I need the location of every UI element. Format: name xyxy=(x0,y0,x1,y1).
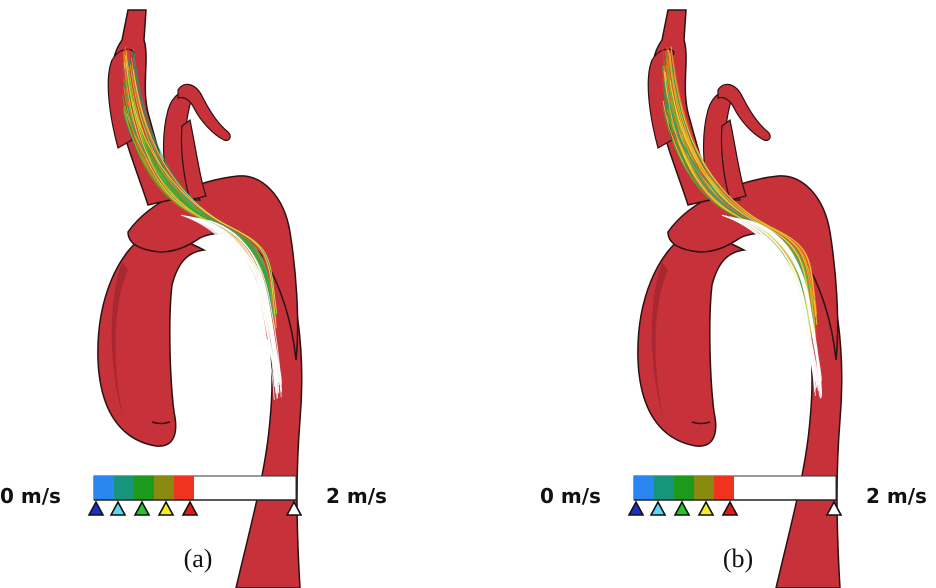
left-subclavian-artery xyxy=(177,83,231,141)
streamline-fast xyxy=(180,214,275,400)
colorbar-marker xyxy=(627,500,645,516)
root-shading xyxy=(651,262,668,420)
aorta-illustration xyxy=(627,9,843,588)
colorbar-marker xyxy=(157,500,175,516)
root-notch xyxy=(691,421,711,425)
streamline-fast xyxy=(741,218,820,397)
streamline xyxy=(673,73,818,325)
left-subclavian-artery xyxy=(717,83,771,141)
panel-a: 0 m/s 2 m/s (a) xyxy=(0,9,387,588)
aortic-arch xyxy=(127,175,299,361)
streamline-fast xyxy=(191,216,278,383)
colorbar-min-label: 0 m/s xyxy=(0,484,61,508)
ascending-aorta xyxy=(97,230,207,447)
streamline xyxy=(130,62,275,326)
streamline xyxy=(663,65,809,322)
streamline xyxy=(132,69,278,314)
streamline xyxy=(671,90,816,336)
colorbar-segment xyxy=(694,476,714,500)
descending-aorta xyxy=(775,238,843,588)
colorbar-marker xyxy=(649,500,667,516)
root-notch xyxy=(151,421,171,425)
colorbar-segment xyxy=(634,476,654,500)
colorbar-segment xyxy=(154,476,174,500)
colorbar-segment xyxy=(94,476,114,500)
aortic-arch xyxy=(667,175,839,361)
colorbar-segment xyxy=(674,476,694,500)
colorbar-marker xyxy=(673,500,691,516)
colorbar-max-label: 2 m/s xyxy=(866,484,927,508)
streamline-fast xyxy=(729,216,817,385)
streamline-fast xyxy=(202,218,281,385)
panel-b: 0 m/s 2 m/s (b) xyxy=(540,0,936,588)
colorbar-marker xyxy=(87,500,105,516)
streamline xyxy=(669,80,815,337)
colorbar-marker xyxy=(697,500,715,516)
streamline-fast xyxy=(196,217,279,382)
streamline-fast xyxy=(748,220,822,399)
panel-caption: (a) xyxy=(183,544,213,573)
colorbar-marker xyxy=(825,500,843,516)
colorbar-min-label: 0 m/s xyxy=(540,484,601,508)
colorbar-marker xyxy=(181,500,199,516)
colorbar-segment xyxy=(714,476,734,500)
streamline-fast xyxy=(721,214,815,386)
colorbar-marker xyxy=(109,500,127,516)
colorbar-marker xyxy=(285,500,303,516)
streamline-fast xyxy=(198,218,280,394)
panel-caption: (b) xyxy=(722,544,754,573)
colorbar-segment xyxy=(134,476,154,500)
colorbar-segment xyxy=(654,476,674,500)
colorbar-segment xyxy=(174,476,194,500)
colorbar-segment xyxy=(114,476,134,500)
ascending-aorta xyxy=(637,230,747,447)
streamline-fast xyxy=(744,219,821,393)
streamline-fast xyxy=(208,220,282,387)
root-shading xyxy=(111,262,128,420)
colorbar-marker xyxy=(721,500,739,516)
streamline-fast xyxy=(188,216,277,391)
colorbar-max-label: 2 m/s xyxy=(326,484,387,508)
colorbar-marker xyxy=(133,500,151,516)
aorta-illustration xyxy=(87,9,303,588)
